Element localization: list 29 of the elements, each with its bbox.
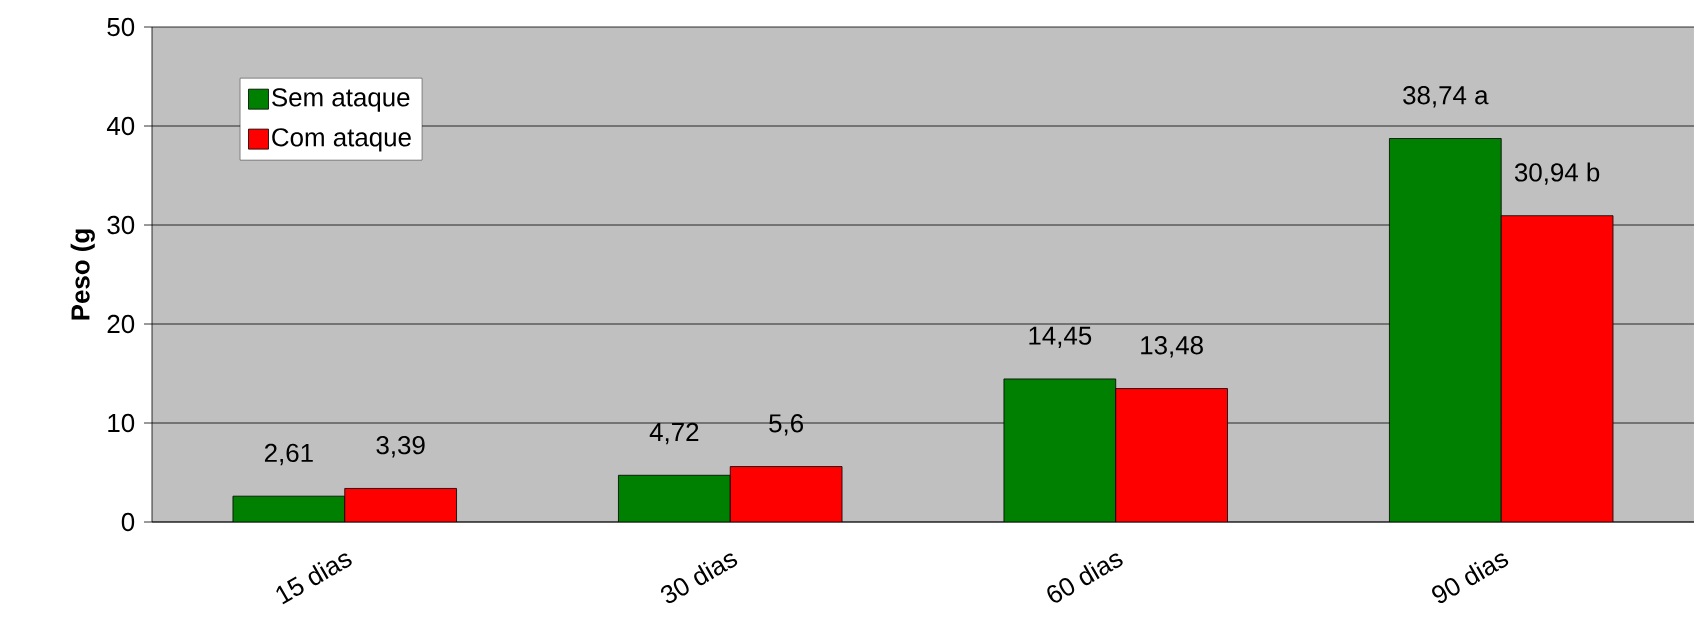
x-tick-label: 90 dias [1432, 553, 1509, 604]
y-tick-label: 20 [107, 314, 135, 334]
bar [344, 488, 457, 522]
legend-label: Sem ataque [272, 88, 410, 112]
bar [1115, 388, 1228, 522]
x-tick-label: 60 dias [1047, 553, 1123, 603]
data-label: 2,61 [264, 443, 313, 466]
y-axis-title: Peso (g [70, 229, 95, 320]
data-label: 13,48 [1141, 336, 1203, 358]
y-tick-label: 30 [107, 215, 135, 235]
data-label: 5,6 [769, 414, 803, 436]
bar [618, 474, 731, 522]
data-label: 14,45 [1029, 326, 1092, 348]
data-label: 3,39 [376, 436, 425, 458]
y-tick-label: 40 [106, 116, 135, 136]
data-label: 38,74 a [1403, 86, 1489, 108]
bar [232, 495, 346, 522]
legend-label: Com ataque [272, 128, 411, 152]
bar [1389, 138, 1502, 522]
bar [729, 466, 843, 522]
x-tick-label: 30 dias [660, 553, 738, 604]
bar [1500, 215, 1614, 522]
bar [1003, 378, 1117, 522]
x-tick-label: 15 dias [276, 553, 352, 605]
y-tick-label: 0 [121, 512, 135, 532]
y-tick-label: 50 [107, 17, 135, 37]
data-label: 4,72 [649, 422, 699, 445]
data-label: 30,94 b [1514, 162, 1600, 185]
y-tick-label: 10 [108, 413, 135, 433]
